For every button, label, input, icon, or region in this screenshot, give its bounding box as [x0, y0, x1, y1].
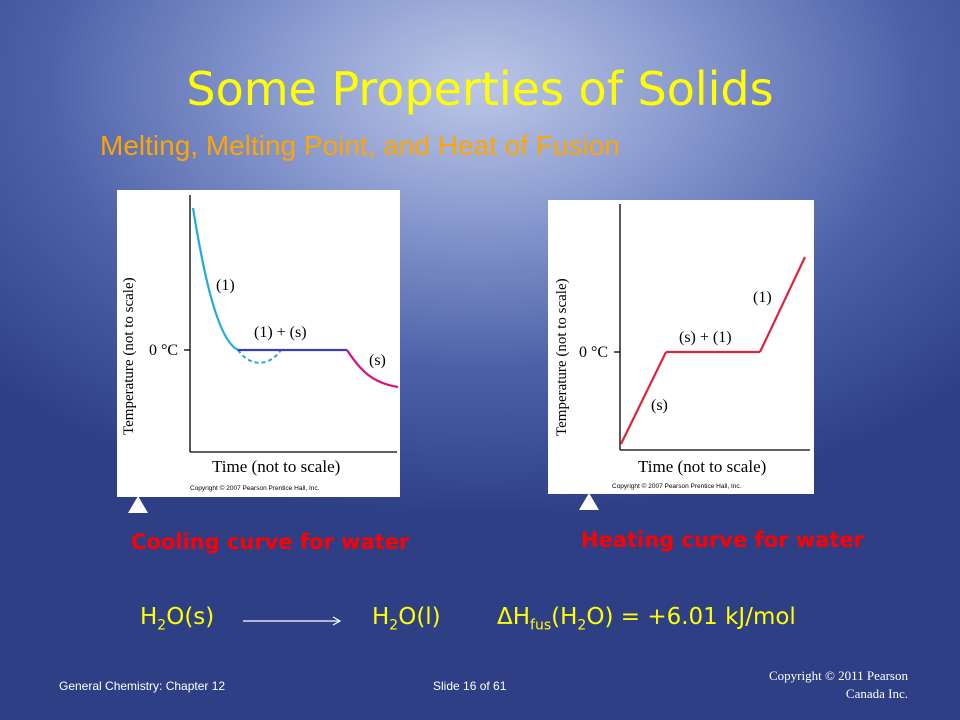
- cooling-xlabel: Time (not to scale): [212, 457, 340, 476]
- heating-ylabel: Temperature (not to scale): [554, 278, 570, 436]
- cooling-solid-segment: [346, 349, 399, 389]
- cooling-ylabel: Temperature (not to scale): [121, 277, 137, 435]
- cooling-label-mix: (1) + (s): [254, 324, 307, 341]
- cooling-credit: Copyright © 2007 Pearson Prentice Hall, …: [190, 484, 320, 492]
- heating-solid-segment: [620, 351, 667, 445]
- heat-of-fusion-value: ΔHfus(H2O) = +6.01 kJ/mol: [497, 604, 796, 634]
- copyright-line-2: Canada Inc.: [845, 686, 908, 701]
- cooling-label-solid: (s): [369, 352, 386, 369]
- cooling-triangle-marker: [128, 496, 148, 513]
- slide-subtitle: Melting, Melting Point, and Heat of Fusi…: [100, 130, 620, 161]
- heating-label-liquid: (1): [753, 289, 772, 306]
- cooling-liquid-segment: [191, 207, 239, 351]
- heating-label-mix: (s) + (1): [679, 329, 732, 346]
- heating-label-solid: (s): [651, 397, 668, 414]
- cooling-supercool-segment: [237, 349, 282, 364]
- heating-credit: Copyright © 2007 Pearson Prentice Hall, …: [612, 482, 742, 490]
- heating-liquid-segment: [759, 256, 806, 353]
- heating-xlabel: Time (not to scale): [638, 457, 766, 476]
- footer-chapter: General Chemistry: Chapter 12: [59, 679, 226, 693]
- heating-tick-label: 0 °C: [579, 344, 608, 361]
- cooling-curve-figure: Temperature (not to scale) 0 °C (1) (1) …: [117, 190, 400, 497]
- heating-curve-figure: Temperature (not to scale) 0 °C (s) (s) …: [548, 200, 814, 494]
- footer-slide-number: Slide 16 of 61: [433, 679, 507, 693]
- copyright-line-1: Copyright © 2011 Pearson: [768, 668, 908, 683]
- slide-title: Some Properties of Solids: [186, 62, 774, 116]
- heating-triangle-marker: [579, 493, 599, 510]
- cooling-label-liquid: (1): [216, 277, 235, 294]
- reaction-arrow-icon: [243, 616, 342, 626]
- equation-reactant: H2O(s): [140, 604, 215, 634]
- cooling-tick-label: 0 °C: [149, 342, 178, 359]
- cooling-caption: Cooling curve for water: [131, 530, 410, 554]
- equation-product: H2O(l): [372, 604, 441, 634]
- footer-copyright: Copyright © 2011 Pearson Canada Inc.: [769, 667, 908, 703]
- heating-caption: Heating curve for water: [581, 528, 864, 552]
